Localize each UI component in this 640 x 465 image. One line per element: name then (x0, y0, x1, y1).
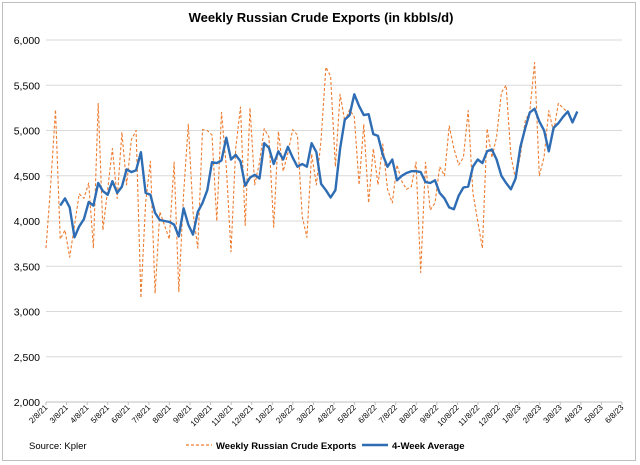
y-tick-label: 4,500 (14, 171, 40, 183)
series-line-weekly-exports (45, 62, 569, 299)
x-tick-label: 8/8/21 (151, 403, 173, 425)
x-tick-label: 6/8/22 (356, 403, 378, 425)
x-tick-label: 1/8/22 (254, 403, 276, 425)
series (45, 62, 579, 299)
x-tick-label: 7/8/21 (130, 403, 152, 425)
y-tick-label: 2,000 (14, 397, 40, 409)
legend-label-weekly: Weekly Russian Crude Exports (216, 441, 356, 452)
x-tick-label: 12/8/22 (477, 403, 503, 429)
series-line-4-week-average (59, 93, 579, 239)
x-tick-label: 10/8/21 (189, 403, 215, 429)
x-tick-label: 8/8/22 (398, 403, 420, 425)
x-tick-label: 6/8/21 (110, 403, 132, 425)
y-axis-ticks: 2,000 2,500 3,000 3,500 4,000 4,500 5,000 5,500… (14, 35, 40, 409)
y-tick-label: 3,500 (14, 261, 40, 273)
x-tick-label: 3/8/22 (295, 403, 317, 425)
legend: Weekly Russian Crude Exports 4-Week Aver… (186, 441, 465, 452)
x-tick-label: 5/8/23 (583, 403, 605, 425)
y-tick-label: 5,500 (14, 80, 40, 92)
x-tick-label: 5/8/21 (89, 403, 111, 425)
x-tick-label: 2/8/23 (521, 403, 543, 425)
x-tick-label: 3/8/23 (542, 403, 564, 425)
gridlines (46, 39, 622, 358)
y-tick-label: 4,000 (14, 216, 40, 228)
x-tick-label: 3/8/21 (48, 403, 70, 425)
source-note: Source: Kpler (29, 441, 87, 452)
x-tick-label: 5/8/22 (336, 403, 358, 425)
x-tick-label: 4/8/23 (562, 403, 584, 425)
x-tick-label: 12/8/21 (230, 403, 256, 429)
legend-label-average: 4-Week Average (392, 441, 465, 452)
y-tick-label: 2,500 (14, 352, 40, 364)
x-tick-label: 4/8/21 (68, 403, 90, 425)
y-tick-label: 5,000 (14, 126, 40, 138)
y-tick-label: 6,000 (14, 35, 40, 47)
chart-frame (2, 2, 636, 461)
x-tick-label: 6/8/23 (603, 403, 625, 425)
x-tick-label: 10/8/22 (436, 403, 462, 429)
x-tick-label: 4/8/22 (315, 403, 337, 425)
x-tick-label: 2/8/22 (274, 403, 296, 425)
x-axis-ticks: 2/8/213/8/214/8/215/8/216/8/217/8/218/8/… (27, 402, 626, 429)
chart-title: Weekly Russian Crude Exports (in kbbls/d… (189, 10, 454, 25)
x-tick-label: 1/8/23 (500, 403, 522, 425)
x-tick-label: 7/8/22 (377, 403, 399, 425)
y-tick-label: 3,000 (14, 307, 40, 319)
